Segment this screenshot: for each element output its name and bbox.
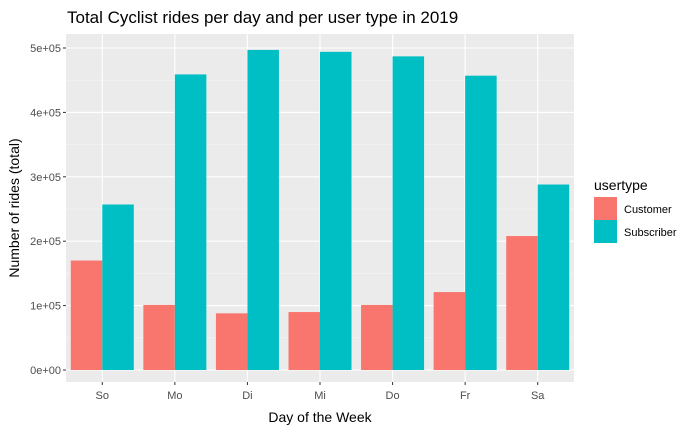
bar-subscriber-sa xyxy=(537,184,570,370)
y-tick-label: 2e+05 xyxy=(30,236,61,248)
y-tick-label: 3e+05 xyxy=(30,172,61,184)
x-tick-label-mo: Mo xyxy=(167,390,182,402)
bar-customer-do xyxy=(361,304,393,370)
legend-title: usertype xyxy=(594,177,648,193)
y-tick-label: 0e+00 xyxy=(30,365,61,377)
legend: usertype Customer Subscriber xyxy=(594,177,677,243)
y-tick-label: 1e+05 xyxy=(30,301,61,313)
x-tick-label-so: So xyxy=(96,390,109,402)
bar-subscriber-so xyxy=(102,204,134,370)
x-tick-label-mi: Mi xyxy=(314,390,326,402)
bar-subscriber-do xyxy=(392,56,425,370)
legend-key-customer xyxy=(594,197,617,220)
bar-subscriber-mo xyxy=(174,74,207,371)
legend-label-subscriber: Subscriber xyxy=(624,227,677,239)
x-axis-title: Day of the Week xyxy=(268,409,372,425)
bar-customer-mi xyxy=(288,312,320,370)
y-axis: 0e+00 1e+05 2e+05 3e+05 4e+05 5e+05 xyxy=(30,43,66,377)
bar-subscriber-fr xyxy=(465,75,497,370)
x-tick-label-do: Do xyxy=(386,390,400,402)
y-tick-label: 4e+05 xyxy=(30,107,61,119)
y-axis-title: Number of rides (total) xyxy=(6,138,22,277)
legend-label-customer: Customer xyxy=(624,204,672,216)
bar-subscriber-mi xyxy=(320,51,352,370)
legend-key-subscriber xyxy=(594,220,617,243)
chart-title: Total Cyclist rides per day and per user… xyxy=(67,8,458,27)
bars-layer xyxy=(70,49,570,371)
bar-customer-mo xyxy=(143,304,175,370)
x-tick-label-sa: Sa xyxy=(531,390,545,402)
bar-customer-fr xyxy=(433,292,466,370)
bar-customer-sa xyxy=(506,236,538,370)
bar-customer-so xyxy=(70,260,103,370)
bar-subscriber-di xyxy=(247,49,279,370)
x-tick-label-di: Di xyxy=(242,390,252,402)
x-axis: So Mo Di Mi Do Fr Sa xyxy=(96,382,545,402)
x-tick-label-fr: Fr xyxy=(460,390,471,402)
bar-customer-di xyxy=(215,313,248,370)
y-tick-label: 5e+05 xyxy=(30,43,61,55)
